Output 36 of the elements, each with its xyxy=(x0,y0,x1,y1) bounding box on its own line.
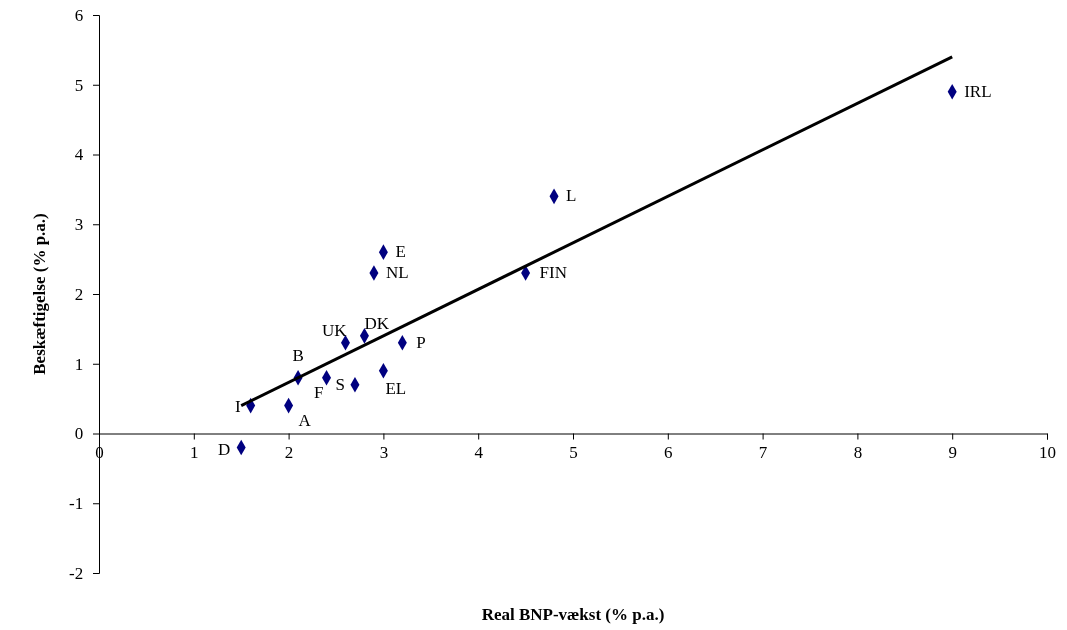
y-tick-label: 2 xyxy=(74,284,84,304)
annotation: DK xyxy=(364,313,390,333)
x-tick-label: 6 xyxy=(664,442,673,462)
y-tick-label: 0 xyxy=(74,424,84,444)
y-tick-label: 3 xyxy=(74,215,84,235)
annotation: B xyxy=(292,345,304,365)
annotation: NL xyxy=(385,263,409,283)
x-axis-title: Real BNP-vækst (% p.a.) xyxy=(481,605,665,624)
x-tick-label: 1 xyxy=(190,442,199,462)
x-tick-label: 4 xyxy=(474,442,484,462)
y-tick-label: 1 xyxy=(74,354,84,374)
annotation: E xyxy=(395,242,406,262)
annotation: F xyxy=(314,382,324,402)
y-tick-label: -1 xyxy=(69,494,84,514)
annotation: I xyxy=(235,396,242,416)
annotation: L xyxy=(566,186,577,206)
annotation: EL xyxy=(385,378,407,398)
x-tick-label: 5 xyxy=(569,442,578,462)
y-tick-label: 6 xyxy=(74,5,84,25)
x-tick-label: 7 xyxy=(758,442,768,462)
x-tick-label: 8 xyxy=(853,442,863,462)
y-tick-label: 5 xyxy=(74,75,84,95)
y-axis-title: Beskæftigelse (% p.a.) xyxy=(30,213,49,375)
x-tick-label: 3 xyxy=(379,442,389,462)
annotation: UK xyxy=(321,320,348,340)
annotation: FIN xyxy=(539,263,568,283)
x-tick-label: 10 xyxy=(1039,442,1056,462)
x-tick-label: 9 xyxy=(948,442,957,462)
y-tick-label: -2 xyxy=(69,563,84,583)
y-tick-label: 4 xyxy=(74,145,84,165)
annotation: A xyxy=(298,410,312,430)
annotation: D xyxy=(217,440,231,460)
annotation: S xyxy=(335,374,345,394)
x-tick-label: 2 xyxy=(284,442,294,462)
annotation: P xyxy=(416,332,426,352)
annotation: IRL xyxy=(964,81,992,101)
